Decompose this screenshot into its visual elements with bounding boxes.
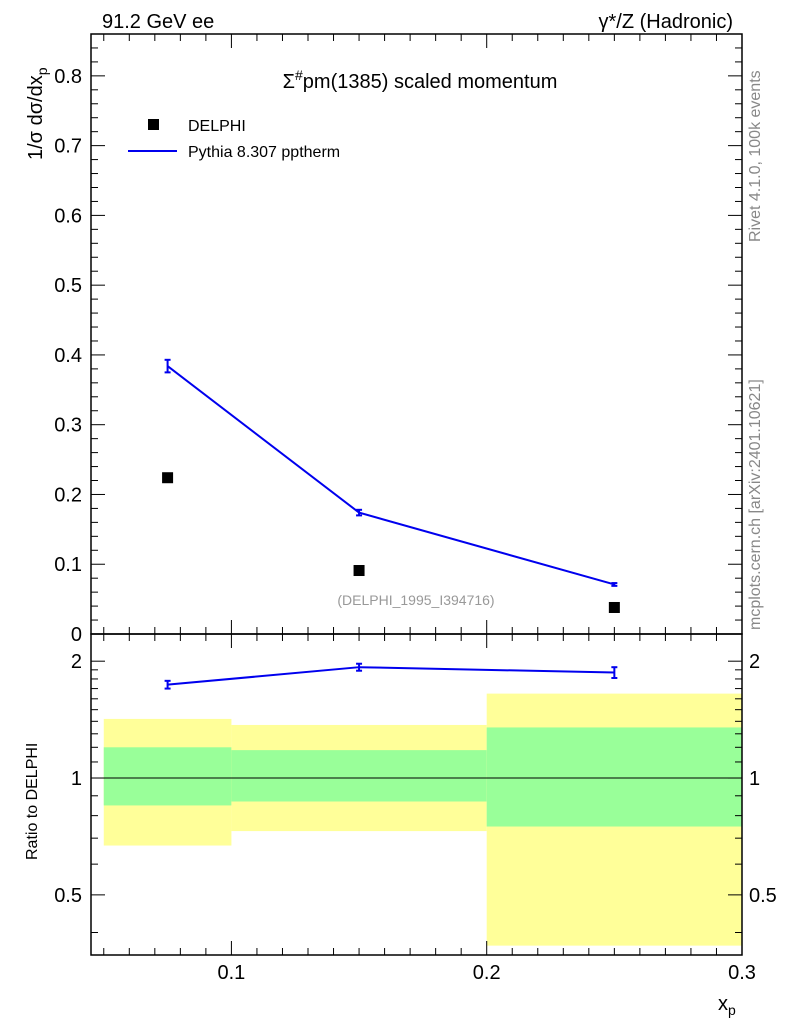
ratio-band-inner-0	[103, 747, 232, 806]
ratio-bands	[103, 693, 742, 946]
axes-layer: 0 0.1 0.2 0.3 0.4 0.5 0.6 0.7 0.8 0.1 0.2 0.3 0.5 0.5…	[54, 33, 777, 984]
main-ytick-label: 0.1	[54, 554, 82, 576]
main-ytick-label: 0.8	[54, 66, 82, 88]
ratio-ytick-label-right: 2	[749, 651, 760, 673]
main-ytick-label: 0.2	[54, 484, 82, 506]
analysis-reference: (DELPHI_1995_I394716)	[337, 592, 494, 608]
ratio-ytick-label-left: 0.5	[54, 885, 82, 907]
legend-pythia-label: Pythia 8.307 pptherm	[188, 144, 340, 161]
x-label-text: x	[718, 993, 728, 1015]
ratio-pythia-line	[167, 666, 615, 686]
ratio-ytick-label-right: 0.5	[749, 885, 777, 907]
energy-label: 91.2 GeV ee	[102, 11, 214, 33]
main-ytick-label: 0.3	[54, 415, 82, 437]
main-ytick-label: 0.4	[54, 345, 82, 367]
rivet-label: Rivet 4.1.0, 100k events	[747, 70, 764, 242]
data-layer	[162, 358, 620, 690]
main-ytick-label: 0.6	[54, 205, 82, 227]
main-ylabel: 1/σ dσ/dxp	[25, 67, 50, 160]
xtick-label: 0.3	[728, 962, 756, 984]
delphi-point	[162, 472, 174, 484]
pythia-line	[166, 365, 615, 586]
legend-delphi-label: DELPHI	[188, 118, 246, 135]
delphi-point	[353, 565, 365, 577]
ratio-ytick-label-left: 2	[71, 651, 82, 673]
plot-title: Σ#pm(1385) scaled momentum	[283, 67, 558, 93]
title-sup: #	[295, 67, 303, 83]
x-label-sub: p	[728, 1002, 736, 1018]
legend: DELPHI Pythia 8.307 pptherm	[128, 118, 340, 161]
ratio-ytick-label-left: 1	[71, 768, 82, 790]
title-sigma: Σ	[283, 71, 295, 93]
ratio-band-inner-2	[486, 727, 742, 827]
ratio-band-inner-1	[231, 750, 487, 802]
ratio-plot-frame	[90, 633, 743, 956]
main-ytick-label: 0.7	[54, 136, 82, 158]
main-ylabel-text: 1/σ dσ/dx	[25, 75, 47, 160]
ratio-ytick-label-right: 1	[749, 768, 760, 790]
xtick-label: 0.2	[473, 962, 501, 984]
xtick-label: 0.1	[218, 962, 246, 984]
main-ytick-label: 0.5	[54, 275, 82, 297]
legend-delphi-marker	[148, 119, 159, 130]
delphi-point	[608, 601, 620, 613]
main-ylabel-sub: p	[34, 67, 50, 75]
title-main: pm(1385) scaled momentum	[303, 71, 558, 93]
mcplots-label: mcplots.cern.ch [arXiv:2401.10621]	[747, 379, 764, 630]
main-ytick-label: 0	[71, 624, 82, 646]
ratio-ylabel: Ratio to DELPHI	[24, 743, 41, 860]
process-label: γ*/Z (Hadronic)	[599, 11, 733, 33]
x-axis-label: xp	[718, 993, 736, 1018]
